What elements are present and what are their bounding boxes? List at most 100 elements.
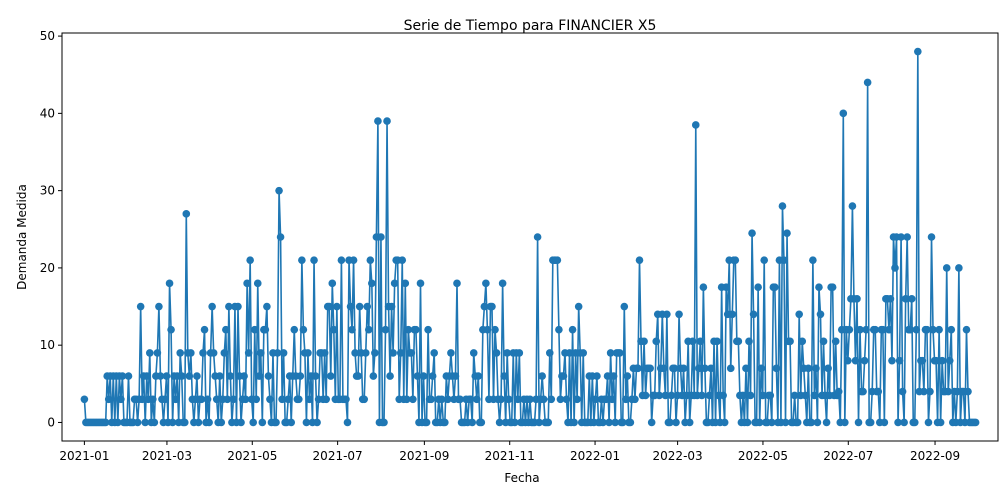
data-point [482, 279, 490, 288]
data-point [364, 325, 373, 334]
data-point [217, 418, 226, 427]
data-point [809, 256, 817, 264]
data-point [299, 325, 308, 334]
data-point [264, 372, 273, 380]
data-point [387, 302, 396, 311]
data-point [804, 364, 813, 373]
data-point [810, 391, 819, 400]
data-point [631, 395, 639, 404]
data-point [203, 395, 212, 404]
data-point [641, 391, 650, 400]
data-point [215, 372, 224, 380]
data-point [497, 395, 505, 404]
data-point [374, 117, 382, 125]
data-point [351, 349, 359, 357]
data-point [844, 356, 852, 365]
data-point [396, 349, 405, 357]
data-point [743, 418, 752, 427]
data-point [798, 337, 807, 346]
data-point [386, 372, 394, 380]
data-point [626, 418, 635, 427]
data-point [900, 418, 908, 427]
data-point [685, 418, 694, 427]
data-point [556, 395, 565, 404]
data-point [383, 117, 391, 125]
data-point [579, 349, 588, 357]
data-point [480, 302, 489, 311]
data-point [145, 349, 154, 357]
data-point [615, 349, 624, 357]
data-point [407, 349, 416, 357]
data-point [839, 109, 848, 118]
data-point [328, 279, 337, 288]
data-point [468, 418, 477, 427]
data-point [795, 310, 803, 319]
data-point [885, 325, 893, 334]
data-point [848, 202, 857, 210]
data-point [180, 418, 189, 427]
data-point [162, 372, 171, 380]
y-tick-label: 40 [40, 106, 55, 120]
data-point [964, 387, 972, 396]
data-point [822, 418, 831, 427]
data-point [568, 325, 577, 334]
data-point [333, 302, 341, 311]
data-point [413, 372, 422, 380]
data-point [758, 391, 767, 400]
data-point [141, 418, 150, 427]
data-point [603, 372, 612, 380]
data-point [510, 418, 519, 427]
data-point [389, 349, 397, 357]
data-point [559, 372, 568, 380]
data-point [313, 418, 321, 427]
data-point [369, 372, 378, 380]
data-point [862, 325, 870, 334]
data-point [504, 395, 513, 404]
data-point [573, 395, 581, 404]
data-point [150, 418, 159, 427]
data-point [754, 283, 762, 292]
data-point [772, 364, 781, 373]
data-point [483, 325, 492, 334]
data-point [918, 356, 927, 365]
x-axis: 2021-01 2021-03 2021-05 2021-07 2021-09 2021-… [59, 441, 960, 463]
data-point [926, 387, 934, 396]
data-point [728, 310, 737, 319]
data-point [812, 364, 820, 373]
data-point [404, 325, 413, 334]
data-point [412, 325, 420, 334]
data-point [545, 349, 554, 357]
data-point [620, 302, 629, 311]
data-point [266, 395, 274, 404]
data-point [605, 418, 613, 427]
data-point [495, 418, 504, 427]
data-point [734, 337, 743, 346]
data-point [739, 391, 747, 400]
data-point [360, 395, 369, 404]
data-point [477, 418, 486, 427]
data-point [117, 395, 125, 404]
data-point [880, 418, 889, 427]
data-point [801, 391, 810, 400]
data-point [748, 229, 756, 237]
data-point [474, 372, 483, 380]
data-point [278, 395, 286, 404]
data-point [101, 418, 110, 427]
chart-title: Serie de Tiempo para FINANCIER X5 [404, 18, 657, 34]
data-point [622, 395, 630, 404]
data-point [935, 325, 943, 334]
data-point [176, 349, 184, 357]
data-point [679, 364, 688, 373]
data-point [898, 387, 907, 396]
data-point [444, 395, 452, 404]
data-point [924, 418, 933, 427]
data-point [781, 418, 790, 427]
data-point [366, 256, 375, 264]
data-point [618, 418, 627, 427]
data-point [371, 349, 379, 357]
data-point [547, 395, 556, 404]
data-point [466, 395, 475, 404]
data-point [208, 302, 216, 311]
data-point [742, 364, 750, 373]
data-point [305, 395, 314, 404]
